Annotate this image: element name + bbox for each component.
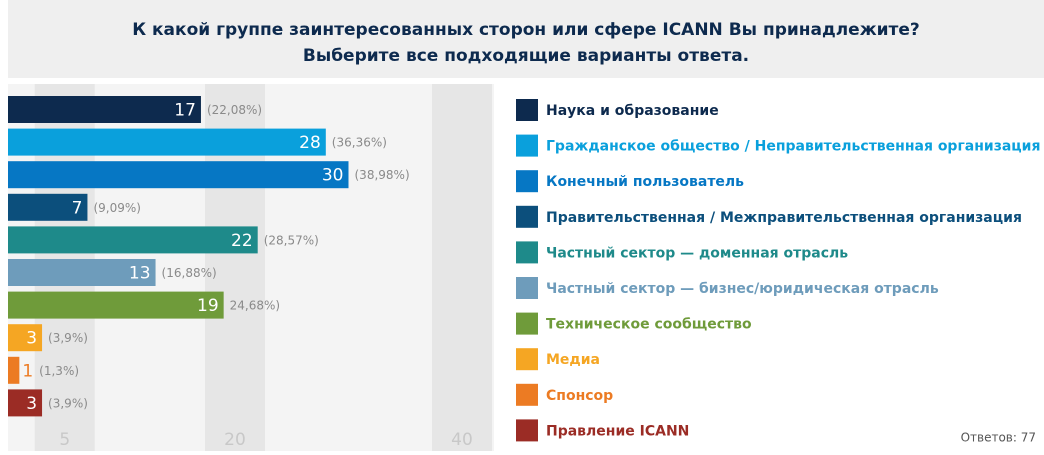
response-count: Ответов: 77	[961, 431, 1036, 445]
legend-swatch	[516, 383, 538, 406]
legend-label: Гражданское общество / Неправительственн…	[546, 139, 1040, 155]
legend-label: Правительственная / Межправительственная…	[546, 210, 1022, 226]
chart-title: К какой группе заинтересованных сторон и…	[132, 20, 920, 40]
legend-label: Правление ICANN	[546, 423, 689, 439]
x-tick-label: 40	[451, 430, 473, 450]
value-label: 1	[22, 361, 33, 381]
percent-label: (1,3%)	[39, 364, 79, 378]
percent-label: (22,08%)	[207, 103, 262, 117]
legend-swatch	[516, 277, 538, 299]
bar	[8, 96, 201, 123]
legend-label: Спонсор	[546, 388, 613, 404]
legend-swatch	[516, 419, 538, 442]
legend-swatch	[516, 170, 538, 193]
legend-swatch	[516, 241, 538, 264]
percent-label: (9,09%)	[93, 201, 140, 215]
bar	[8, 193, 88, 221]
legend-label: Техническое сообщество	[546, 317, 752, 333]
value-label: 13	[129, 264, 151, 284]
value-label: 22	[231, 231, 253, 251]
legend-swatch	[516, 312, 538, 335]
x-tick-label: 20	[224, 430, 246, 450]
value-label: 17	[174, 101, 196, 121]
percent-label: (38,98%)	[355, 168, 410, 182]
legend-label: Частный сектор — бизнес/юридическая отра…	[546, 281, 939, 297]
bar	[8, 128, 326, 156]
legend-label: Конечный пользователь	[546, 174, 744, 190]
value-label: 3	[26, 329, 37, 349]
value-label: 28	[299, 133, 321, 153]
legend-label: Наука и образование	[546, 103, 719, 119]
legend-panel	[502, 84, 1044, 451]
bar	[8, 226, 258, 254]
percent-label: (36,36%)	[332, 136, 387, 150]
legend-swatch	[516, 99, 538, 121]
value-label: 30	[322, 166, 344, 186]
percent-label: 24,68%)	[230, 299, 280, 313]
bar	[8, 389, 43, 417]
value-label: 19	[197, 296, 219, 316]
value-label: 3	[26, 394, 37, 414]
legend-label: Частный сектор — доменная отрасль	[546, 245, 848, 261]
chart-subtitle: Выберите все подходящие варианты ответа.	[303, 46, 749, 66]
title-band	[8, 0, 1044, 78]
value-label: 7	[72, 198, 83, 218]
x-tick-label: 5	[59, 430, 70, 450]
legend-swatch	[516, 205, 538, 228]
legend-swatch	[516, 348, 538, 371]
bar	[8, 161, 349, 189]
bar	[8, 259, 156, 286]
legend-label: Медиа	[546, 352, 600, 368]
grid-band	[432, 84, 492, 451]
bar	[8, 324, 43, 352]
bar	[8, 291, 224, 319]
percent-label: (3,9%)	[48, 396, 88, 410]
legend-swatch	[516, 134, 538, 157]
percent-label: (28,57%)	[264, 233, 319, 247]
percent-label: (3,9%)	[48, 331, 88, 345]
bar	[8, 356, 20, 384]
percent-label: (16,88%)	[162, 266, 217, 280]
